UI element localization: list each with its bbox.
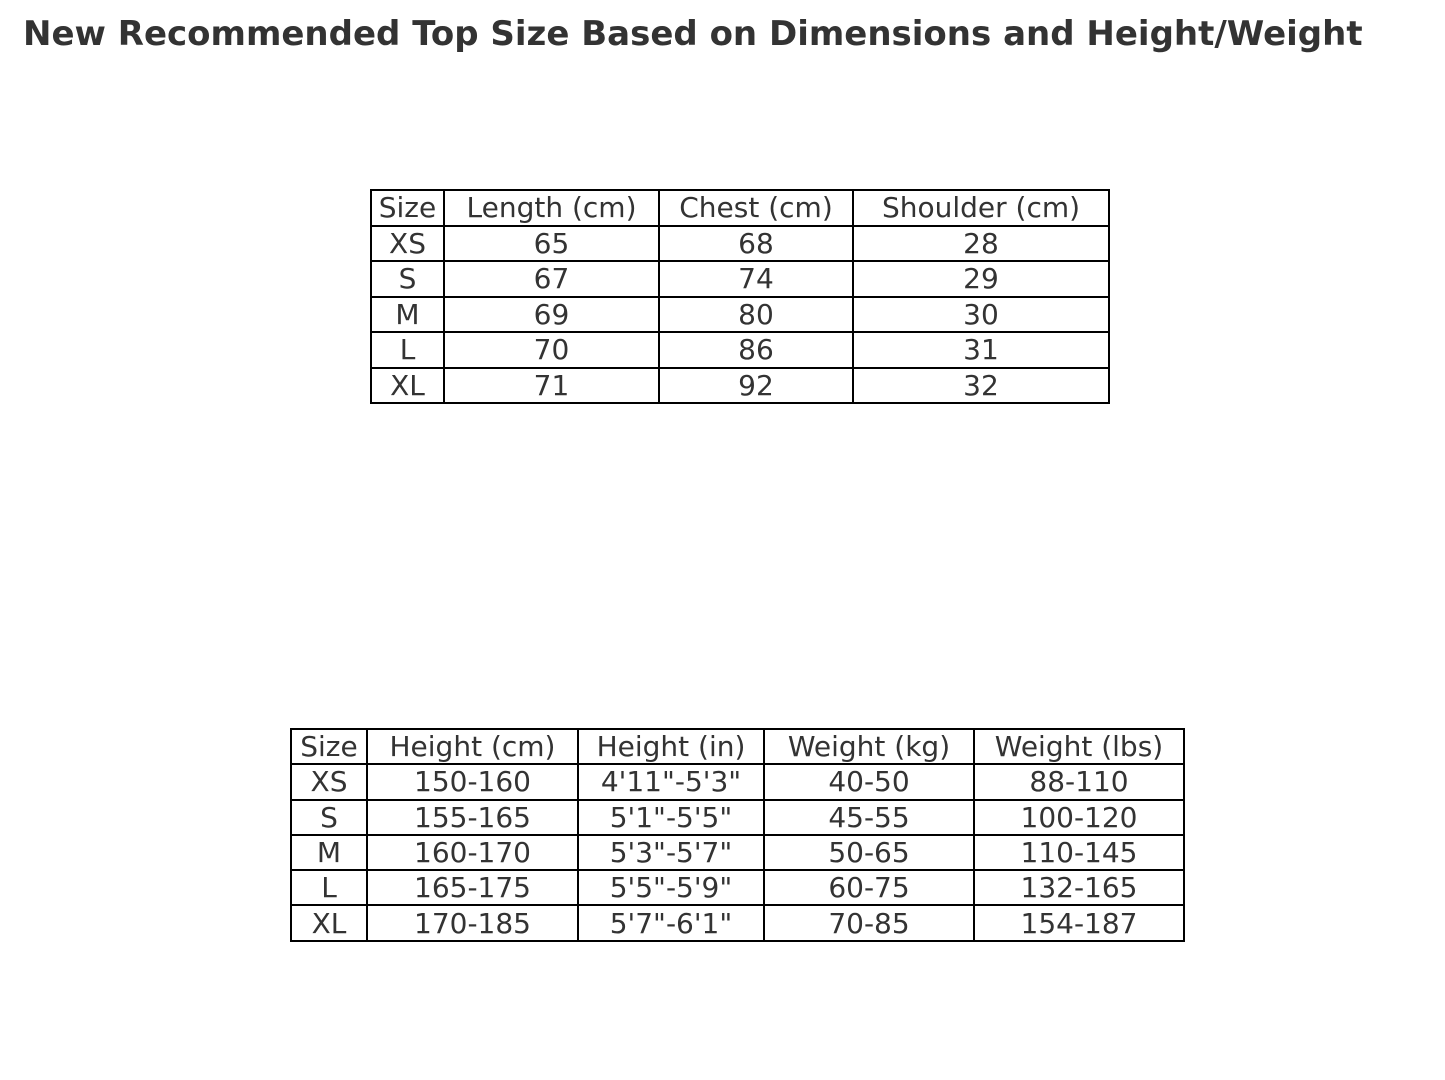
size-cell: L [290, 869, 368, 907]
value-cell: 132-165 [973, 869, 1185, 907]
value-cell: 70-85 [763, 904, 975, 942]
value-cell: 32 [852, 366, 1110, 404]
size-cell: L [370, 331, 445, 369]
value-cell: 50-65 [763, 833, 975, 872]
value-cell: 92 [658, 366, 854, 404]
value-cell: 4'11"-5'3" [577, 763, 765, 801]
table-row: M 160-170 5'3"-5'7" 50-65 110-145 [290, 833, 1185, 872]
value-cell: 5'7"-6'1" [577, 904, 765, 942]
column-header: Shoulder (cm) [852, 189, 1110, 227]
value-cell: 30 [852, 295, 1110, 333]
column-header: Size [290, 727, 368, 766]
value-cell: 40-50 [763, 763, 975, 801]
table-row: L 70 86 31 [370, 331, 1110, 369]
value-cell: 155-165 [366, 798, 579, 836]
table-row: M 69 80 30 [370, 295, 1110, 333]
table-row: XS 150-160 4'11"-5'3" 40-50 88-110 [290, 763, 1185, 801]
size-cell: XL [370, 366, 445, 404]
value-cell: 45-55 [763, 798, 975, 836]
value-cell: 100-120 [973, 798, 1185, 836]
size-cell: XS [370, 224, 445, 262]
value-cell: 5'3"-5'7" [577, 833, 765, 872]
value-cell: 71 [443, 366, 660, 404]
column-header: Weight (kg) [763, 727, 975, 766]
value-cell: 86 [658, 331, 854, 369]
table-row: S 67 74 29 [370, 260, 1110, 298]
value-cell: 67 [443, 260, 660, 298]
size-cell: S [370, 260, 445, 298]
size-dimensions-table: Size Length (cm) Chest (cm) Shoulder (cm) XS… [370, 189, 1110, 404]
table-row: XL 71 92 32 [370, 366, 1110, 404]
size-cell: S [290, 798, 368, 836]
table-row: XL 170-185 5'7"-6'1" 70-85 154-187 [290, 904, 1185, 942]
table-row: S 155-165 5'1"-5'5" 45-55 100-120 [290, 798, 1185, 836]
figure-title: New Recommended Top Size Based on Dimens… [23, 14, 1363, 54]
column-header: Height (in) [577, 727, 765, 766]
value-cell: 154-187 [973, 904, 1185, 942]
header-row: Size Height (cm) Height (in) Weight (kg) Wei… [290, 727, 1185, 766]
size-cell: M [370, 295, 445, 333]
value-cell: 70 [443, 331, 660, 369]
column-header: Height (cm) [366, 727, 579, 766]
table-row: XS 65 68 28 [370, 224, 1110, 262]
value-cell: 5'5"-5'9" [577, 869, 765, 907]
value-cell: 150-160 [366, 763, 579, 801]
header-row: Size Length (cm) Chest (cm) Shoulder (cm) [370, 189, 1110, 227]
column-header: Chest (cm) [658, 189, 854, 227]
column-header: Length (cm) [443, 189, 660, 227]
value-cell: 160-170 [366, 833, 579, 872]
value-cell: 170-185 [366, 904, 579, 942]
column-header: Weight (lbs) [973, 727, 1185, 766]
value-cell: 5'1"-5'5" [577, 798, 765, 836]
value-cell: 74 [658, 260, 854, 298]
value-cell: 60-75 [763, 869, 975, 907]
value-cell: 29 [852, 260, 1110, 298]
column-header: Size [370, 189, 445, 227]
value-cell: 88-110 [973, 763, 1185, 801]
size-cell: XS [290, 763, 368, 801]
value-cell: 31 [852, 331, 1110, 369]
value-cell: 80 [658, 295, 854, 333]
size-cell: XL [290, 904, 368, 942]
value-cell: 68 [658, 224, 854, 262]
value-cell: 165-175 [366, 869, 579, 907]
size-cell: M [290, 833, 368, 872]
value-cell: 69 [443, 295, 660, 333]
height-weight-table: Size Height (cm) Height (in) Weight (kg) Wei… [290, 727, 1185, 942]
value-cell: 65 [443, 224, 660, 262]
value-cell: 110-145 [973, 833, 1185, 872]
table-row: L 165-175 5'5"-5'9" 60-75 132-165 [290, 869, 1185, 907]
value-cell: 28 [852, 224, 1110, 262]
